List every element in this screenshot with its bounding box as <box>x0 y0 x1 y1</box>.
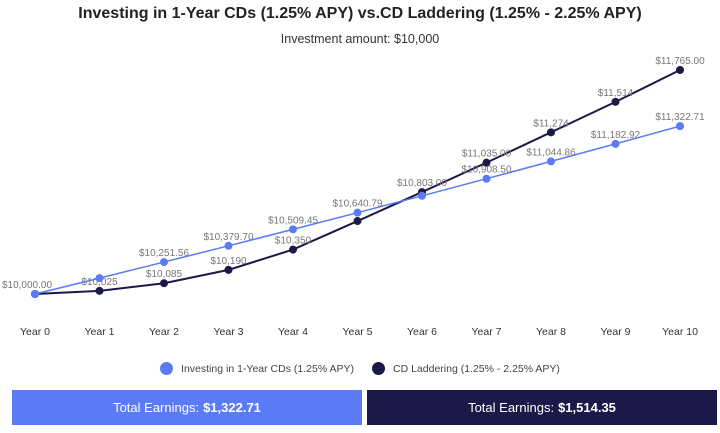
total-earnings-label: Total Earnings: <box>468 400 555 415</box>
data-label: $10,379.70 <box>203 232 253 243</box>
data-point <box>611 97 620 106</box>
data-label: $11,044.86 <box>526 147 576 158</box>
data-label: $10,803.00 <box>397 178 447 189</box>
line-chart: Year 0 Year 1 Year 2 Year 3 Year 4 Year 5 Year… <box>2 56 705 338</box>
data-label: $10,251.56 <box>139 248 189 259</box>
data-point <box>611 139 620 148</box>
data-point <box>160 279 168 288</box>
total-earnings-1yr: Total Earnings: $1,322.71 <box>12 390 362 425</box>
data-point <box>353 217 362 226</box>
x-tick-label: Year 4 <box>278 326 308 338</box>
data-label: $11,765.00 <box>655 56 705 67</box>
x-tick-label: Year 3 <box>214 326 244 338</box>
data-point <box>224 241 233 250</box>
data-label: $10,085 <box>146 269 183 280</box>
x-tick-label: Year 6 <box>407 326 437 338</box>
data-point <box>676 66 684 74</box>
x-tick-label: Year 9 <box>601 326 631 338</box>
legend-dot-1yr <box>160 362 174 375</box>
data-point <box>289 225 297 234</box>
data-label: $10,350 <box>275 236 312 247</box>
total-earnings-label: Total Earnings: <box>113 400 200 415</box>
data-point <box>224 265 233 274</box>
data-point <box>160 258 168 267</box>
x-tick-label: Year 1 <box>85 326 115 338</box>
x-tick-label: Year 2 <box>149 326 179 338</box>
data-label: $11,274 <box>533 118 569 129</box>
data-point <box>353 208 362 217</box>
data-label: $11,035.00 <box>462 149 512 160</box>
x-tick-label: Year 5 <box>343 326 373 338</box>
x-tick-label: Year 8 <box>536 326 566 338</box>
total-earnings-value: $1,514.35 <box>558 400 616 415</box>
legend-label-1yr: Investing in 1-Year CDs (1.25% APY) <box>181 362 354 375</box>
data-point <box>482 174 491 183</box>
data-label: $10,509.45 <box>268 215 318 226</box>
data-label: $11,322.71 <box>655 112 705 123</box>
data-label: $10,190 <box>210 256 247 267</box>
data-label: $10,908.50 <box>461 165 511 176</box>
data-point <box>95 286 104 295</box>
total-earnings-value: $1,322.71 <box>203 400 261 415</box>
data-point <box>31 290 39 298</box>
legend-label-ladder: CD Laddering (1.25% - 2.25% APY) <box>393 362 560 375</box>
data-label: $11,182.92 <box>591 130 641 141</box>
data-point <box>418 191 426 200</box>
data-label: $11,514 <box>598 88 634 99</box>
data-point <box>482 158 491 167</box>
x-tick-label: Year 0 <box>20 326 50 338</box>
data-label: $10,025 <box>81 277 118 288</box>
legend-dot-ladder <box>372 362 385 375</box>
total-earnings-ladder: Total Earnings: $1,514.35 <box>367 390 717 425</box>
chart-title: Investing in 1-Year CDs (1.25% APY) vs.C… <box>78 5 642 22</box>
series-line-1 <box>34 69 681 295</box>
data-point <box>547 157 555 166</box>
data-point <box>95 274 104 283</box>
data-point <box>289 245 297 254</box>
x-tick-label: Year 7 <box>472 326 502 338</box>
data-point <box>676 122 684 131</box>
data-label: $10,000.00 <box>2 280 52 291</box>
chart-subtitle: Investment amount: $10,000 <box>280 32 440 46</box>
data-point <box>547 128 555 137</box>
x-tick-label: Year 10 <box>662 326 698 338</box>
data-label: $10,640.79 <box>332 199 382 210</box>
legend: Investing in 1-Year CDs (1.25% APY) CD L… <box>0 362 720 375</box>
